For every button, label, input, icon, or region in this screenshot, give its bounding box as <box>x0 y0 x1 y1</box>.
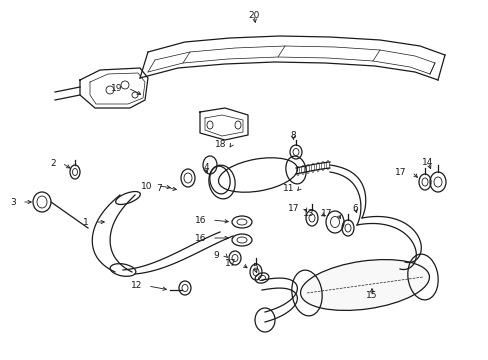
Text: 15: 15 <box>366 292 377 301</box>
Text: 10: 10 <box>140 181 152 190</box>
Text: 3: 3 <box>10 198 16 207</box>
Text: 16: 16 <box>194 234 205 243</box>
Text: 5: 5 <box>252 264 257 273</box>
Text: 12: 12 <box>130 282 142 291</box>
Text: 11: 11 <box>282 184 293 193</box>
Text: 8: 8 <box>289 131 295 140</box>
Text: 2: 2 <box>50 158 56 167</box>
Text: 14: 14 <box>422 158 433 166</box>
Text: 6: 6 <box>351 203 357 212</box>
Text: 18: 18 <box>214 140 225 149</box>
Text: 19: 19 <box>110 84 122 93</box>
Text: 17: 17 <box>394 167 405 176</box>
Text: 1: 1 <box>83 217 89 226</box>
Text: 4: 4 <box>203 162 208 171</box>
Text: 17: 17 <box>320 208 331 217</box>
Ellipse shape <box>300 260 428 310</box>
Text: 7: 7 <box>156 184 162 193</box>
Text: 17: 17 <box>224 260 236 269</box>
Text: 13: 13 <box>302 208 313 217</box>
Text: 16: 16 <box>194 216 205 225</box>
Text: 9: 9 <box>213 251 219 260</box>
Text: 20: 20 <box>248 10 259 19</box>
Text: 17: 17 <box>287 203 298 212</box>
